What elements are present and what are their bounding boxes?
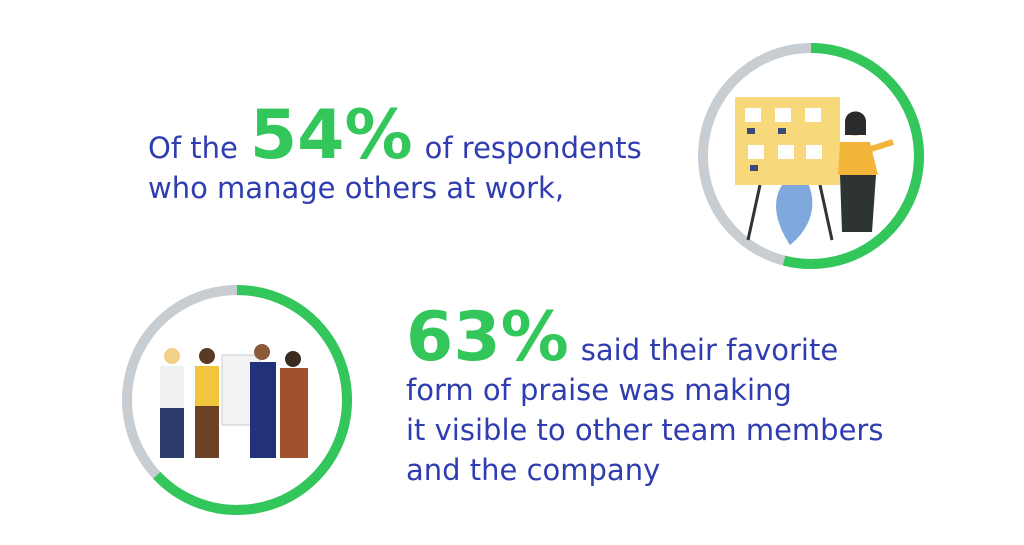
stat-text: Of the bbox=[148, 131, 238, 165]
illustration-team bbox=[160, 344, 308, 458]
ring-arc bbox=[782, 43, 924, 269]
ring-arc bbox=[153, 285, 352, 515]
stat-text: form of praise was making bbox=[406, 373, 792, 407]
stat-line: Of the 54% of respondents bbox=[148, 96, 642, 175]
stat-line: 63% said their favorite bbox=[406, 298, 838, 377]
stat-text: of respondents bbox=[425, 131, 642, 165]
stat-percent: 54% bbox=[250, 96, 413, 175]
stat-text: and the company bbox=[406, 453, 660, 487]
stat-text: who manage others at work, bbox=[148, 171, 564, 205]
illustration-presenter bbox=[735, 97, 894, 245]
stat-percent: 63% bbox=[406, 298, 569, 377]
stat-text: it visible to other team members bbox=[406, 413, 883, 447]
stat-text: said their favorite bbox=[581, 333, 838, 367]
